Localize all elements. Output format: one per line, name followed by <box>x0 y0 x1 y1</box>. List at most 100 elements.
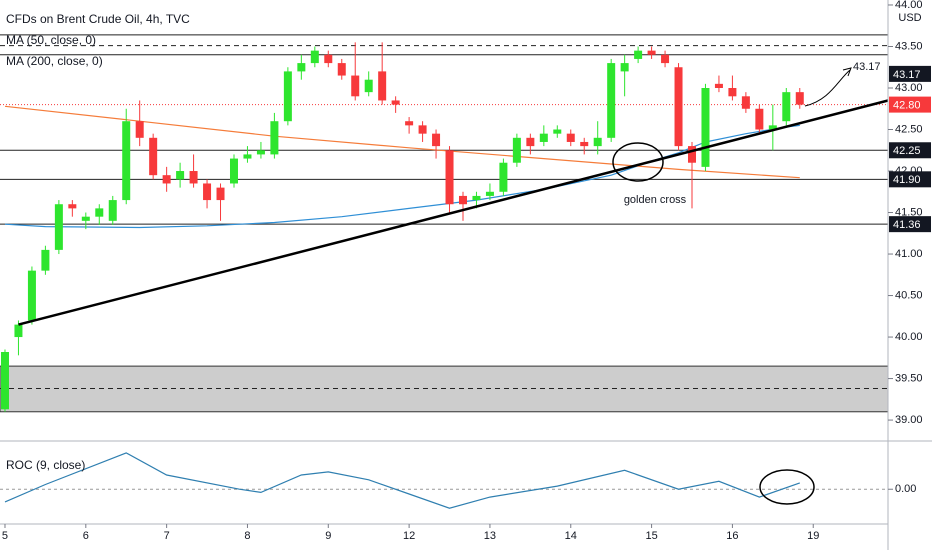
candle-body <box>728 88 737 97</box>
price-label-box <box>889 171 931 188</box>
annotation-ellipse <box>759 469 815 505</box>
y-tick-label: 0.00 <box>895 483 916 495</box>
candle-body <box>162 175 171 184</box>
candle-body <box>364 79 373 93</box>
chart-title: CFDs on Brent Crude Oil, 4h, TVC <box>6 12 190 26</box>
price-label: 41.90 <box>893 174 921 186</box>
y-tick-label: 41.00 <box>895 248 923 260</box>
candle-body <box>661 54 670 64</box>
x-tick-label: 19 <box>807 530 819 542</box>
currency: USD <box>898 12 921 24</box>
candle-body <box>566 133 575 142</box>
y-tick-label: 40.50 <box>895 289 923 301</box>
legend-ma200: MA (200, close, 0) <box>6 54 103 68</box>
candle-body <box>458 195 467 205</box>
candle-body <box>755 108 764 130</box>
candle-body <box>674 67 683 147</box>
x-tick-label: 12 <box>403 530 415 542</box>
price-label: 43.17 <box>893 69 921 81</box>
candle-body <box>41 249 50 271</box>
price-label-box <box>889 142 931 159</box>
y-tick-label: 39.50 <box>895 372 923 384</box>
y-tick-label: 40.00 <box>895 331 923 343</box>
candle-body <box>634 50 643 59</box>
x-tick-label: 16 <box>726 530 738 542</box>
candle-body <box>54 204 63 250</box>
price-label: 42.80 <box>893 100 921 112</box>
candle-body <box>647 50 656 55</box>
candle-body <box>310 50 319 64</box>
candle-body <box>378 71 387 101</box>
candle-body <box>243 154 252 159</box>
candle-body <box>485 191 494 196</box>
ma-line <box>4 124 800 229</box>
candle-body <box>405 121 414 126</box>
candle-body <box>607 63 616 138</box>
x-tick-label: 13 <box>484 530 496 542</box>
candle-body <box>351 75 360 97</box>
x-tick-label: 15 <box>645 530 657 542</box>
candle-body <box>768 125 777 130</box>
candle-body <box>553 129 562 134</box>
candle-body <box>229 158 238 184</box>
candle-body <box>526 137 535 147</box>
candle-body <box>337 63 346 76</box>
y-tick-label: 44.00 <box>895 0 923 11</box>
x-tick-label: 8 <box>244 530 250 542</box>
roc-title: ROC (9, close) <box>6 458 85 472</box>
x-tick-label: 6 <box>83 530 89 542</box>
annotation-text: 43.17 <box>853 61 881 73</box>
candle-body <box>68 204 77 209</box>
price-label-box <box>889 96 931 113</box>
candle-body <box>297 63 306 72</box>
candle-body <box>95 208 104 217</box>
candle-body <box>27 270 36 321</box>
roc-line <box>4 452 800 509</box>
candle-body <box>539 133 548 142</box>
candle-body <box>620 63 629 72</box>
annotation-arrow <box>804 67 852 107</box>
candle-body <box>176 171 185 180</box>
candle-body <box>687 146 696 163</box>
candle-body <box>391 100 400 105</box>
candle-body <box>472 195 481 201</box>
trendline <box>18 99 889 326</box>
y-tick-label: 41.50 <box>895 206 923 218</box>
candle-body <box>593 137 602 147</box>
legend-ma50: MA (50, close, 0) <box>6 33 96 47</box>
annotation-text: golden cross <box>624 194 687 206</box>
candle-body <box>149 137 158 176</box>
candle-body <box>418 125 427 134</box>
candle-body <box>0 352 9 410</box>
candle-body <box>135 121 144 138</box>
candle-body <box>108 200 117 221</box>
x-tick-label: 9 <box>325 530 331 542</box>
candle-body <box>512 137 521 163</box>
candle-body <box>499 162 508 192</box>
y-tick-label: 39.00 <box>895 414 923 426</box>
annotation-ellipse <box>612 142 664 182</box>
candle-body <box>270 121 279 155</box>
candle-body <box>782 92 791 122</box>
price-label-box <box>889 65 931 82</box>
candle-body <box>445 150 454 205</box>
candle-body <box>714 83 723 88</box>
price-label: 42.25 <box>893 145 921 157</box>
candle-body <box>324 54 333 64</box>
plot: golden cross 43.17 <box>0 34 889 509</box>
candle-body <box>701 88 710 167</box>
candle-body <box>81 216 90 221</box>
x-tick-label: 7 <box>164 530 170 542</box>
price-label-box <box>889 216 931 233</box>
price-label: 41.36 <box>893 219 921 231</box>
x-tick-label: 14 <box>565 530 577 542</box>
y-tick-label: 43.50 <box>895 40 923 52</box>
candle-body <box>189 171 198 184</box>
candle-body <box>203 183 212 201</box>
candle-body <box>122 121 131 201</box>
candle-body <box>795 92 804 105</box>
candle-body <box>432 133 441 147</box>
candle-body <box>216 187 225 201</box>
